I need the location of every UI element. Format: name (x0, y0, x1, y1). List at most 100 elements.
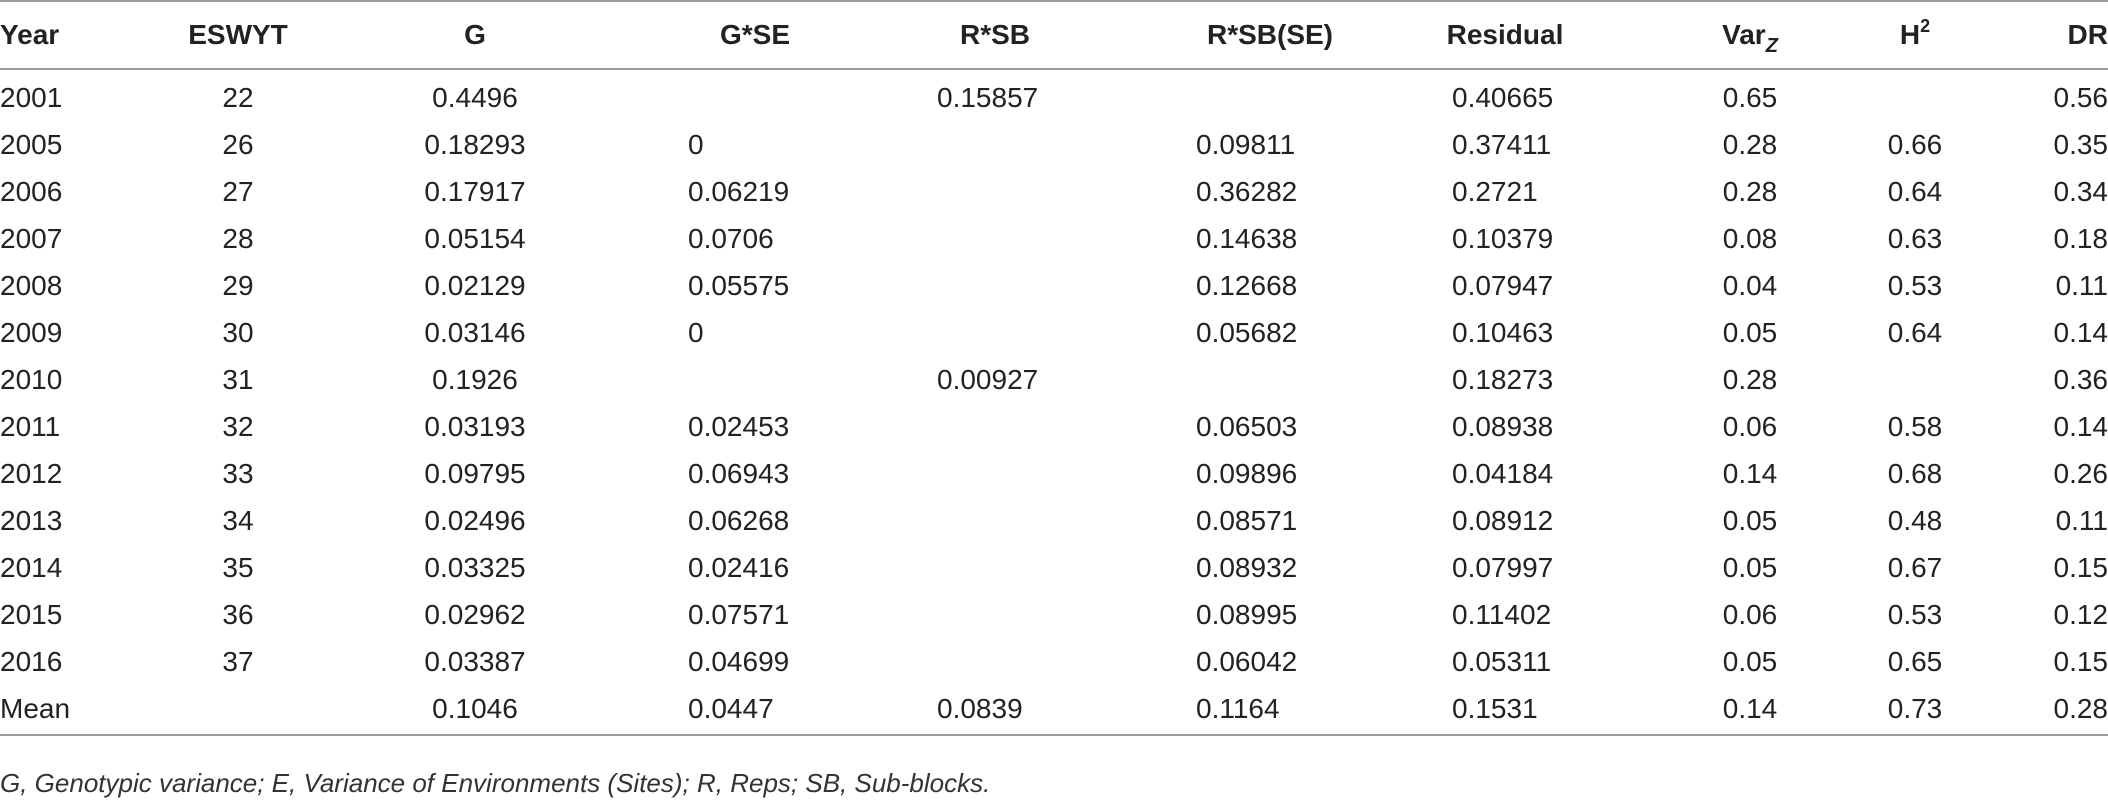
cell-residual: 0.10463 (1452, 317, 1554, 348)
cell-r-sb-se: 0.06503 (1196, 411, 1298, 442)
cell-g: 0.4496 (432, 82, 518, 113)
cell-dr: 0.26 (2053, 458, 2108, 489)
cell-eswyt: 31 (222, 364, 254, 395)
cell-r-sb-se: 0.09896 (1196, 458, 1298, 489)
cell-dr: 0.36 (2053, 364, 2108, 395)
cell-g-se: 0.05575 (688, 270, 790, 301)
cell-residual: 0.37411 (1452, 129, 1552, 160)
cell-eswyt: 35 (222, 552, 254, 583)
cell-g: 0.1926 (432, 364, 518, 395)
cell-r-sb-se: 0.36282 (1196, 176, 1298, 207)
cell-h2: 0.68 (1887, 458, 1943, 489)
cell-year: 2011 (0, 411, 61, 442)
cell-r-sb-se: 0.05682 (1196, 317, 1298, 348)
cell-dr: 0.35 (2053, 129, 2108, 160)
cell-g-se: 0.07571 (688, 599, 790, 630)
cell-r-sb-se: 0.1164 (1196, 693, 1280, 724)
cell-r-sb-se: 0.06042 (1196, 646, 1298, 677)
cell-eswyt: 33 (222, 458, 254, 489)
cell-h2: 0.48 (1887, 505, 1943, 536)
cell-residual: 0.07947 (1452, 270, 1554, 301)
cell-var-z: 0.05 (1722, 505, 1778, 536)
header-year: Year (0, 19, 60, 50)
header-h2: H2 (1860, 2, 1970, 71)
table-header-row: Year ESWYT G G*SE R*SB R*SB(SE) Residual… (0, 2, 2108, 68)
cell-h2: 0.53 (1887, 270, 1943, 301)
cell-year: Mean (0, 693, 71, 724)
cell-eswyt: 27 (222, 176, 254, 207)
cell-r-sb-se: 0.08932 (1196, 552, 1298, 583)
table-row: 2014 35 0.03325 0.02416 0.08932 0.07997 0.05 0.… (0, 544, 2108, 591)
cell-g-se: 0 (688, 317, 704, 348)
cell-dr: 0.12 (2053, 599, 2108, 630)
cell-eswyt: 29 (222, 270, 254, 301)
cell-g-se: 0.0447 (688, 693, 774, 724)
header-r-sb-se: R*SB(SE) (1206, 19, 1333, 50)
header-var-z: VarZ (1695, 2, 1805, 71)
table-row: 2005 26 0.18293 0 0.09811 0.37411 0.28 0.66 0.35 (0, 121, 2108, 168)
cell-residual: 0.2721 (1452, 176, 1538, 207)
cell-var-z: 0.28 (1722, 364, 1778, 395)
header-h2-base: H (1899, 19, 1921, 50)
cell-h2: 0.58 (1887, 411, 1943, 442)
cell-residual: 0.40665 (1452, 82, 1554, 113)
cell-year: 2013 (0, 505, 63, 536)
cell-var-z: 0.05 (1722, 552, 1778, 583)
cell-dr: 0.14 (2053, 317, 2108, 348)
table-row: 2012 33 0.09795 0.06943 0.09896 0.04184 0.14 0.… (0, 450, 2108, 497)
cell-r-sb-se: 0.08571 (1196, 505, 1298, 536)
cell-eswyt: 36 (222, 599, 254, 630)
cell-g: 0.1046 (432, 693, 518, 724)
cell-year: 2008 (0, 270, 63, 301)
cell-dr: 0.18 (2053, 223, 2108, 254)
cell-g: 0.02129 (424, 270, 526, 301)
header-r-sb: R*SB (959, 19, 1030, 50)
cell-year: 2007 (0, 223, 63, 254)
cell-year: 2016 (0, 646, 63, 677)
table-row: 2007 28 0.05154 0.0706 0.14638 0.10379 0.08 0.6… (0, 215, 2108, 262)
cell-year: 2001 (0, 82, 63, 113)
cell-r-sb-se: 0.14638 (1196, 223, 1298, 254)
header-g: G (464, 19, 486, 50)
cell-dr: 0.15 (2053, 552, 2108, 583)
table-row: 2011 32 0.03193 0.02453 0.06503 0.08938 0.06 0.… (0, 403, 2108, 450)
cell-dr: 0.11 (2055, 270, 2108, 301)
cell-g-se: 0.06268 (688, 505, 790, 536)
cell-var-z: 0.14 (1722, 458, 1778, 489)
cell-residual: 0.08938 (1452, 411, 1554, 442)
cell-var-z: 0.28 (1722, 176, 1778, 207)
table-row: 2009 30 0.03146 0 0.05682 0.10463 0.05 0.64 0.14 (0, 309, 2108, 356)
header-residual: Residual (1446, 19, 1564, 50)
cell-var-z: 0.05 (1722, 646, 1778, 677)
cell-residual: 0.04184 (1452, 458, 1554, 489)
cell-var-z: 0.28 (1722, 129, 1778, 160)
cell-g-se: 0.06219 (688, 176, 790, 207)
cell-h2: 0.64 (1887, 176, 1943, 207)
cell-var-z: 0.05 (1722, 317, 1778, 348)
cell-r-sb-se: 0.09811 (1196, 129, 1296, 160)
header-bottom-rule (0, 68, 2108, 70)
cell-eswyt: 37 (222, 646, 254, 677)
table-row: 2010 31 0.1926 0.00927 0.18273 0.28 0.36 (0, 356, 2108, 403)
cell-h2: 0.67 (1887, 552, 1943, 583)
cell-g: 0.03387 (424, 646, 526, 677)
table-row: 2008 29 0.02129 0.05575 0.12668 0.07947 0.04 0.… (0, 262, 2108, 309)
table-row: 2015 36 0.02962 0.07571 0.08995 0.11402 0.06 0.… (0, 591, 2108, 638)
table-row-mean: Mean 0.1046 0.0447 0.0839 0.1164 0.1531 0.14 0.… (0, 685, 2108, 732)
cell-r-sb: 0.0839 (937, 693, 1023, 724)
table-row: 2001 22 0.4496 0.15857 0.40665 0.65 0.56 (0, 74, 2108, 121)
cell-var-z: 0.04 (1722, 270, 1778, 301)
cell-r-sb: 0.15857 (937, 82, 1039, 113)
cell-residual: 0.05311 (1452, 646, 1552, 677)
cell-var-z: 0.65 (1722, 82, 1778, 113)
header-g-se: G*SE (719, 19, 791, 50)
table-row: 2006 27 0.17917 0.06219 0.36282 0.2721 0.28 0.6… (0, 168, 2108, 215)
table-body: 2001 22 0.4496 0.15857 0.40665 0.65 0.56 2005 26… (0, 70, 2108, 734)
table-top-rule (0, 0, 2108, 2)
header-var-subscript: Z (1765, 35, 1778, 57)
cell-g: 0.03325 (424, 552, 526, 583)
cell-residual: 0.18273 (1452, 364, 1554, 395)
cell-r-sb-se: 0.08995 (1196, 599, 1298, 630)
cell-residual: 0.10379 (1452, 223, 1554, 254)
cell-h2: 0.63 (1887, 223, 1943, 254)
